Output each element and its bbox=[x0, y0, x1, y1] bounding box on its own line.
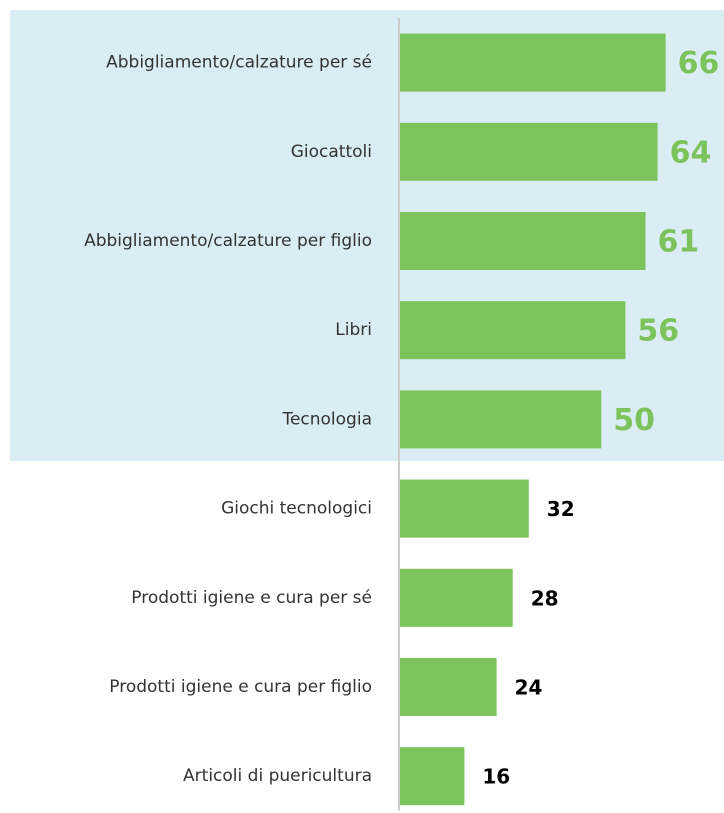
bar bbox=[400, 301, 626, 360]
value-label: 61 bbox=[658, 225, 700, 260]
bar bbox=[400, 568, 513, 627]
value-label: 16 bbox=[482, 765, 510, 789]
category-label: Giochi tecnologici bbox=[221, 499, 372, 519]
bar bbox=[400, 658, 497, 716]
category-label: Abbigliamento/calzature per sé bbox=[106, 53, 372, 73]
value-label: 50 bbox=[613, 403, 655, 438]
category-label: Abbigliamento/calzature per figlio bbox=[84, 231, 372, 251]
category-label: Prodotti igiene e cura per figlio bbox=[109, 677, 372, 697]
value-label: 28 bbox=[531, 586, 559, 610]
category-label: Giocattoli bbox=[291, 142, 372, 162]
bar bbox=[400, 747, 465, 806]
category-label: Articoli di puericultura bbox=[183, 766, 372, 786]
category-label: Tecnologia bbox=[281, 409, 372, 429]
bar bbox=[400, 390, 602, 449]
value-label: 64 bbox=[670, 135, 712, 170]
bar bbox=[400, 122, 658, 181]
value-label: 66 bbox=[678, 46, 720, 81]
value-label: 32 bbox=[547, 497, 575, 521]
bar bbox=[400, 479, 529, 538]
value-label: 56 bbox=[637, 314, 679, 349]
category-label: Prodotti igiene e cura per sé bbox=[131, 588, 372, 608]
value-label: 24 bbox=[515, 676, 543, 700]
bar bbox=[400, 33, 666, 92]
category-label: Libri bbox=[335, 320, 372, 340]
bar bbox=[400, 212, 646, 270]
